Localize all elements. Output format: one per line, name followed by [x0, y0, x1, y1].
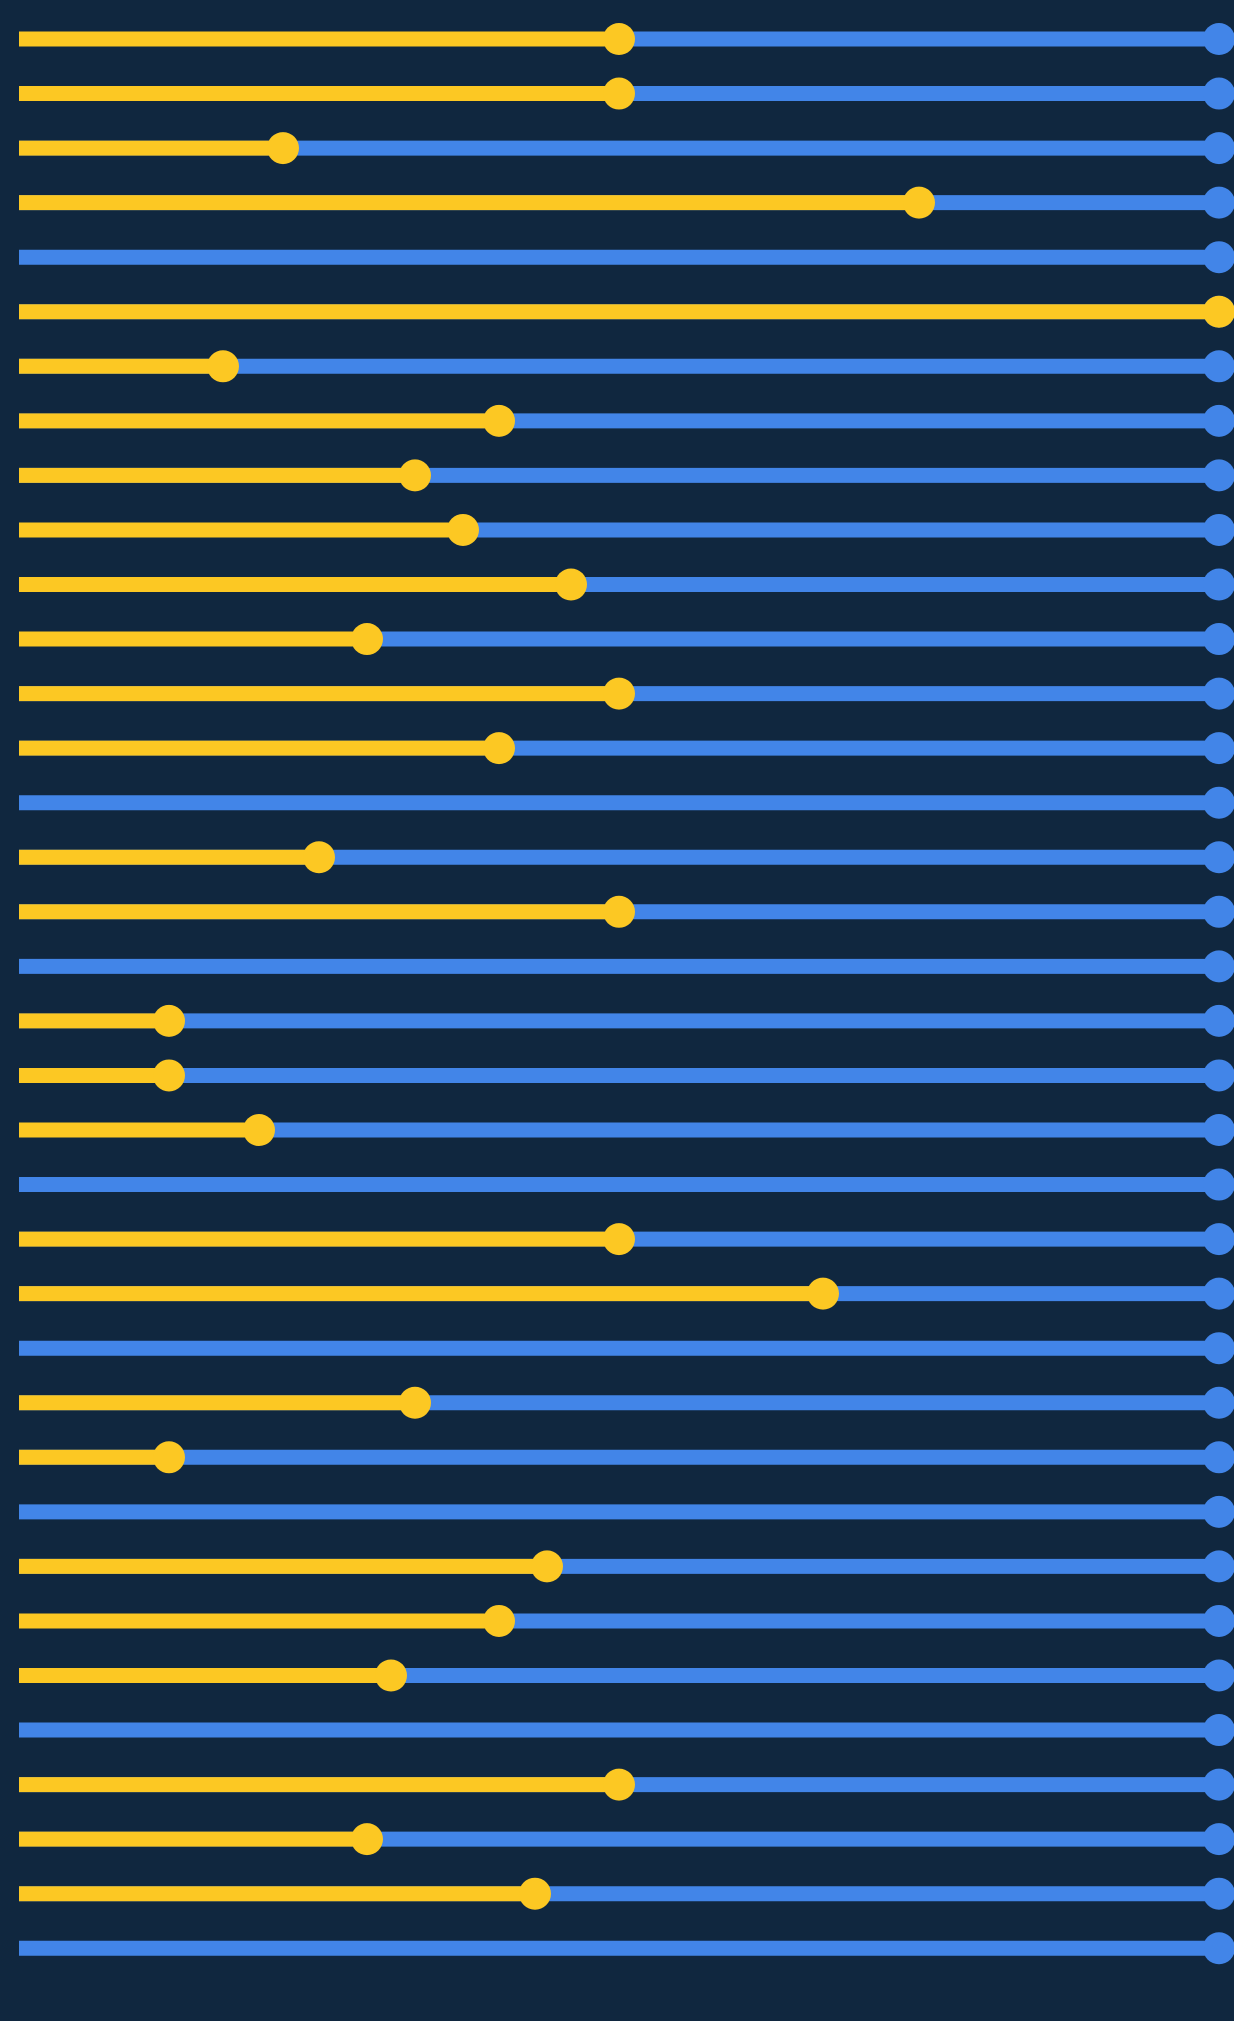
slider-end-knob: [1203, 1223, 1234, 1256]
slider-end-knob: [1203, 186, 1234, 219]
slider-knob[interactable]: [603, 1768, 635, 1801]
slider-end-knob: [1203, 732, 1234, 765]
slider-knob[interactable]: [483, 404, 515, 437]
slider-knob[interactable]: [603, 895, 635, 928]
slider-end-knob: [1203, 77, 1234, 110]
slider-knob[interactable]: [603, 677, 635, 710]
slider-knob[interactable]: [267, 132, 299, 165]
slider-end-knob: [1203, 623, 1234, 656]
slider-knob[interactable]: [531, 1550, 563, 1583]
slider-end-knob: [1203, 1823, 1234, 1856]
slider-knob[interactable]: [399, 1386, 431, 1419]
slider-end-knob: [1203, 1768, 1234, 1801]
slider-end-knob: [1203, 1441, 1234, 1474]
slider-end-knob: [1203, 1059, 1234, 1092]
slider-end-knob: [1203, 786, 1234, 819]
slider-knob[interactable]: [153, 1059, 185, 1092]
slider-end-knob: [1203, 677, 1234, 710]
slider-knob[interactable]: [375, 1659, 407, 1692]
slider-end-knob: [1203, 1877, 1234, 1910]
slider-knob[interactable]: [603, 1223, 635, 1256]
slider-knob[interactable]: [807, 1277, 839, 1310]
slider-knob[interactable]: [483, 732, 515, 765]
slider-end-knob: [1203, 1604, 1234, 1637]
slider-end-knob: [1203, 568, 1234, 601]
slider-end-knob: [1203, 132, 1234, 165]
slider-end-knob: [1203, 1550, 1234, 1583]
slider-end-knob: [1203, 513, 1234, 546]
slider-knob[interactable]: [555, 568, 587, 601]
slider-end-knob: [1203, 241, 1234, 274]
slider-end-knob: [1203, 350, 1234, 383]
slider-end-knob: [1203, 1277, 1234, 1310]
slider-knob[interactable]: [153, 1441, 185, 1474]
slider-knob[interactable]: [603, 77, 635, 110]
slider-end-knob: [1203, 1332, 1234, 1365]
slider-end-knob: [1203, 459, 1234, 492]
slider-knob[interactable]: [351, 1823, 383, 1856]
slider-knob[interactable]: [243, 1114, 275, 1146]
slider-end-knob: [1203, 1114, 1234, 1146]
slider-end-knob: [1203, 1495, 1234, 1528]
slider-knob[interactable]: [153, 1004, 185, 1037]
slider-knob[interactable]: [447, 513, 479, 546]
slider-knob[interactable]: [903, 186, 935, 219]
slider-knob[interactable]: [207, 350, 239, 383]
slider-knob[interactable]: [483, 1604, 515, 1637]
slider-knob[interactable]: [351, 623, 383, 656]
slider-end-knob: [1203, 1659, 1234, 1692]
slider-end-knob: [1203, 1714, 1234, 1747]
slider-knob[interactable]: [303, 841, 335, 874]
slider-knob[interactable]: [519, 1877, 551, 1910]
slider-end-knob: [1203, 950, 1234, 983]
slider-knob[interactable]: [399, 459, 431, 492]
slider-end-knob: [1203, 1386, 1234, 1419]
slider-end-knob: [1203, 1168, 1234, 1201]
slider-end-knob: [1203, 1932, 1234, 1965]
slider-end-knob: [1203, 895, 1234, 928]
slider-end-knob: [1203, 841, 1234, 874]
slider-end-knob: [1203, 1004, 1234, 1037]
slider-knob[interactable]: [603, 23, 635, 55]
slider-end-knob: [1203, 23, 1234, 55]
slider-end-knob: [1203, 404, 1234, 437]
slider-knob[interactable]: [1203, 295, 1234, 328]
